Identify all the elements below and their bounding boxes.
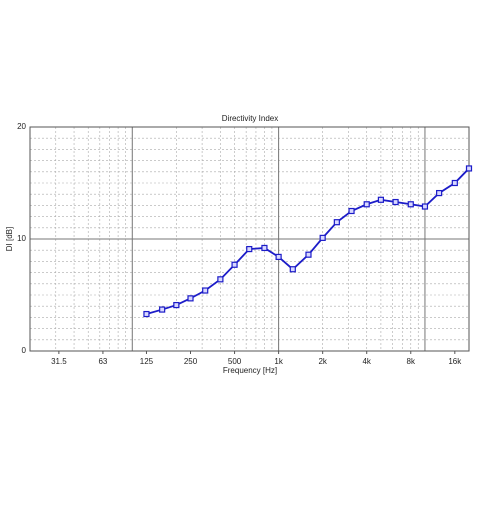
data-point — [319, 234, 326, 241]
y-axis-label: DI [dB] — [5, 227, 14, 251]
x-axis-label: Frequency [Hz] — [223, 366, 277, 375]
x-tick-label: 2k — [318, 357, 327, 366]
x-tick-label: 31.5 — [51, 357, 67, 366]
data-point — [143, 310, 150, 318]
data-point — [392, 198, 399, 206]
data-point — [407, 201, 414, 208]
x-tick-label: 250 — [184, 357, 198, 366]
data-point — [217, 276, 224, 283]
data-point — [231, 261, 238, 268]
data-point — [451, 179, 458, 187]
y-tick-label: 0 — [22, 346, 27, 355]
x-tick-label: 500 — [228, 357, 242, 366]
data-point — [348, 207, 355, 215]
data-point — [275, 253, 282, 261]
plot-frame — [29, 126, 470, 352]
data-point — [159, 306, 166, 313]
data-point — [187, 295, 194, 302]
chart-title: Directivity Index — [222, 114, 278, 123]
data-point — [246, 245, 253, 253]
data-point — [173, 301, 180, 309]
x-tick-label: 1k — [274, 357, 283, 366]
y-tick-label: 10 — [17, 234, 26, 243]
data-point — [421, 203, 429, 210]
x-tick-label: 4k — [362, 357, 371, 366]
x-tick-label: 16k — [448, 357, 462, 366]
x-tick-label: 63 — [98, 357, 107, 366]
data-point — [333, 219, 340, 226]
data-point — [305, 251, 312, 258]
data-point — [289, 266, 296, 273]
data-point — [436, 189, 443, 197]
data-point — [261, 244, 268, 252]
data-point — [377, 196, 384, 203]
data-point — [363, 201, 370, 208]
data-point — [465, 165, 473, 172]
x-tick-label: 8k — [407, 357, 416, 366]
y-tick-label: 20 — [17, 122, 26, 131]
x-tick-label: 125 — [140, 357, 154, 366]
data-point — [202, 287, 209, 294]
